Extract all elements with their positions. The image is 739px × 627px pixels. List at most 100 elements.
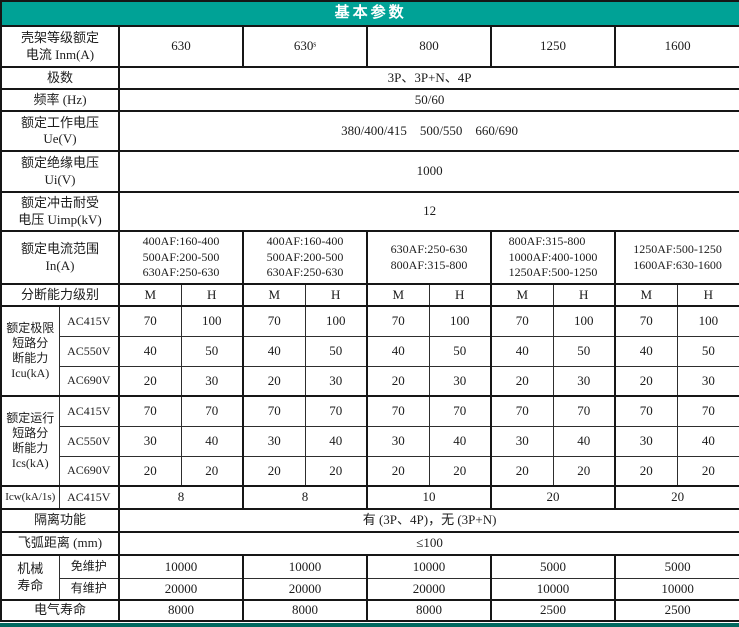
icu-value: 30 xyxy=(428,365,492,397)
row-label-ics: 额定运行 短路分 断能力 Ics(kA) xyxy=(0,395,60,487)
icu-value: 40 xyxy=(242,335,306,367)
frame-current-value: 1250 xyxy=(490,25,616,68)
electrical-life-value: 2500 xyxy=(613,599,739,622)
icu-value: 70 xyxy=(614,305,678,337)
ics-value: 40 xyxy=(676,425,739,457)
ics-value: 20 xyxy=(242,455,306,487)
arc-distance-value: ≤100 xyxy=(117,531,739,556)
icw-value: 8 xyxy=(118,485,244,510)
icu-value: 70 xyxy=(490,305,554,337)
breaking-class-value: M xyxy=(366,283,430,307)
current-range-value: 630AF:250-630 800AF:315-800 xyxy=(366,230,492,285)
row-label-working-voltage: 额定工作电压 Ue(V) xyxy=(0,110,120,152)
breaking-class-value: M xyxy=(490,283,554,307)
ics-value: 70 xyxy=(490,395,554,427)
row-label-arc-distance: 飞弧距离 (mm) xyxy=(0,531,120,556)
ics-value: 40 xyxy=(552,425,616,457)
mech-life-value: 20000 xyxy=(118,577,244,601)
ics-value: 70 xyxy=(428,395,492,427)
icu-value: 30 xyxy=(676,365,739,397)
icu-value: 100 xyxy=(552,305,616,337)
poles-value: 3P、3P+N、4P xyxy=(117,66,739,90)
ics-sub-label: AC415V xyxy=(58,395,120,427)
ics-value: 30 xyxy=(366,425,430,457)
breaking-class-value: H xyxy=(304,283,368,307)
current-range-value: 400AF:160-400 500AF:200-500 630AF:250-63… xyxy=(242,230,368,285)
icu-value: 70 xyxy=(118,305,182,337)
ics-value: 70 xyxy=(676,395,739,427)
row-label-insulation-voltage: 额定绝缘电压 Ui(V) xyxy=(0,150,120,193)
row-label-frequency: 频率 (Hz) xyxy=(0,88,120,112)
bottom-accent-bar xyxy=(0,623,739,627)
icu-value: 100 xyxy=(676,305,739,337)
row-label-poles: 极数 xyxy=(0,66,120,90)
mech-life-value: 10000 xyxy=(118,554,244,579)
mech-life-sub-label: 免维护 xyxy=(58,554,120,579)
breaking-class-value: M xyxy=(242,283,306,307)
icu-value: 50 xyxy=(676,335,739,367)
ics-sub-label: AC690V xyxy=(58,455,120,487)
row-label-impulse-voltage: 额定冲击耐受 电压 Uimp(kV) xyxy=(0,191,120,232)
row-label-current-range: 额定电流范围 In(A) xyxy=(0,230,120,285)
isolation-value: 有 (3P、4P)，无 (3P+N) xyxy=(117,508,739,533)
frame-current-value: 630ˢ xyxy=(242,25,368,68)
icu-value: 100 xyxy=(304,305,368,337)
ics-value: 20 xyxy=(676,455,739,487)
icu-value: 30 xyxy=(304,365,368,397)
ics-value: 20 xyxy=(180,455,244,487)
ics-value: 20 xyxy=(366,455,430,487)
icu-value: 40 xyxy=(614,335,678,367)
icu-value: 50 xyxy=(428,335,492,367)
ics-value: 40 xyxy=(428,425,492,457)
current-range-text: 400AF:160-400 500AF:200-500 630AF:250-63… xyxy=(142,233,220,280)
current-range-text: 400AF:160-400 500AF:200-500 630AF:250-63… xyxy=(266,233,344,280)
icu-value: 20 xyxy=(366,365,430,397)
icw-sub-label: AC415V xyxy=(58,485,120,510)
electrical-life-value: 2500 xyxy=(490,599,616,622)
frequency-value: 50/60 xyxy=(117,88,739,112)
row-label-icu: 额定极限 短路分 断能力 Icu(kA) xyxy=(0,305,60,397)
ics-value: 70 xyxy=(614,395,678,427)
electrical-life-value: 8000 xyxy=(366,599,492,622)
icu-value: 50 xyxy=(304,335,368,367)
ics-value: 30 xyxy=(490,425,554,457)
ics-value: 70 xyxy=(242,395,306,427)
ics-value: 70 xyxy=(118,395,182,427)
icu-value: 20 xyxy=(614,365,678,397)
table-title: 基本参数 xyxy=(0,0,739,27)
insulation-voltage-value: 1000 xyxy=(117,150,739,193)
row-label-icw: Icw(kA/1s) xyxy=(0,485,60,510)
ics-value: 20 xyxy=(552,455,616,487)
icu-sub-label: AC690V xyxy=(58,365,120,397)
ics-value: 30 xyxy=(242,425,306,457)
icu-value: 70 xyxy=(242,305,306,337)
icu-value: 40 xyxy=(118,335,182,367)
icu-value: 40 xyxy=(366,335,430,367)
mech-life-value: 10000 xyxy=(242,554,368,579)
ics-sub-label: AC550V xyxy=(58,425,120,457)
icu-value: 40 xyxy=(490,335,554,367)
mech-life-sub-label: 有维护 xyxy=(58,577,120,601)
current-range-value: 400AF:160-400 500AF:200-500 630AF:250-63… xyxy=(118,230,244,285)
current-range-value: 1250AF:500-1250 1600AF:630-1600 xyxy=(613,230,739,285)
icw-value: 20 xyxy=(490,485,616,510)
ics-value: 70 xyxy=(366,395,430,427)
icu-value: 30 xyxy=(180,365,244,397)
frame-current-value: 800 xyxy=(366,25,492,68)
icu-sub-label: AC550V xyxy=(58,335,120,367)
icu-value: 100 xyxy=(180,305,244,337)
frame-current-value: 630 xyxy=(118,25,244,68)
row-label-isolation: 隔离功能 xyxy=(0,508,120,533)
current-range-text: 800AF:315-800 1000AF:400-1000 1250AF:500… xyxy=(508,233,598,280)
ics-value: 20 xyxy=(304,455,368,487)
electrical-life-value: 8000 xyxy=(242,599,368,622)
mech-life-value: 5000 xyxy=(613,554,739,579)
icw-value: 10 xyxy=(366,485,492,510)
icu-value: 30 xyxy=(552,365,616,397)
mech-life-value: 20000 xyxy=(242,577,368,601)
ics-value: 20 xyxy=(490,455,554,487)
ics-value: 40 xyxy=(304,425,368,457)
breaking-class-value: M xyxy=(614,283,678,307)
